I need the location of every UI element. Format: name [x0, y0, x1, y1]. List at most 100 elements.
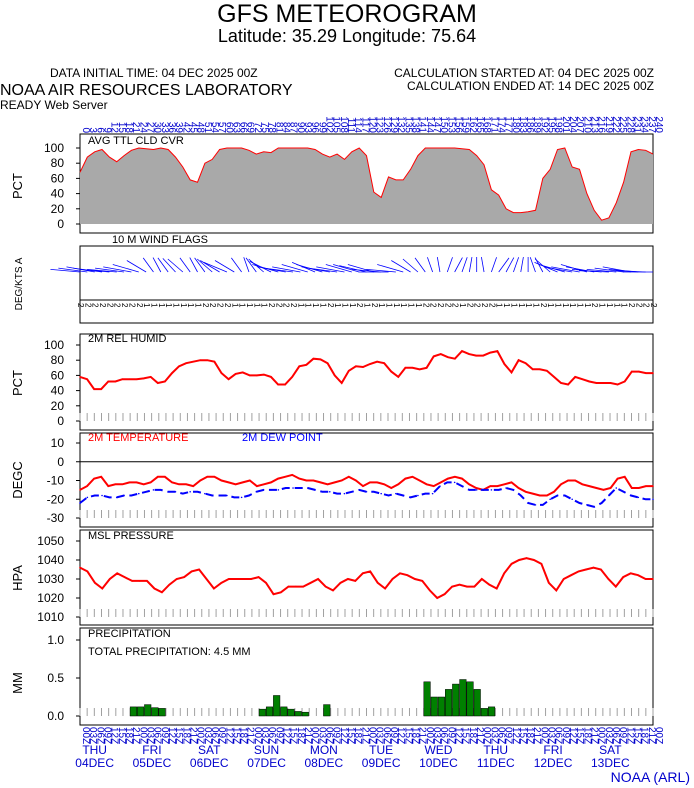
wind-flag	[50, 268, 81, 273]
data-point	[468, 353, 470, 355]
forecast-hour-label: 39	[173, 122, 184, 134]
x-hour-label: 06Z	[324, 727, 335, 744]
cloud-ytick-40: 40	[51, 187, 65, 201]
data-point	[588, 485, 591, 487]
data-point	[425, 367, 428, 369]
forecast-hour-label: 186	[524, 116, 535, 133]
data-point	[205, 578, 208, 580]
wind-speed-label: 2	[105, 303, 114, 308]
data-point	[615, 487, 618, 489]
x-hour-label: 18Z	[295, 727, 306, 744]
x-hour-label: 12Z	[338, 727, 349, 744]
forecast-hour-label: 117	[359, 117, 370, 133]
data-point	[317, 578, 319, 580]
data-point	[128, 481, 131, 484]
data-point	[153, 587, 156, 590]
data-point	[376, 481, 378, 484]
data-point	[531, 368, 534, 371]
wind-speed-label: 1	[531, 303, 540, 308]
data-point	[495, 587, 498, 590]
wind-flag	[308, 267, 338, 273]
data-point	[531, 492, 534, 495]
x-hour-label: 15Z	[574, 727, 585, 744]
data-point	[114, 380, 117, 383]
precip-ytick-0: 0.0	[47, 709, 64, 723]
x-hour-label: 12Z	[166, 727, 177, 744]
temperature-points	[79, 474, 654, 497]
wind-speed-label: 1	[340, 303, 349, 308]
data-point	[164, 475, 166, 478]
x-hour-label: 21Z	[302, 727, 313, 744]
wind-speed-label: 2	[627, 303, 636, 308]
data-point	[94, 582, 96, 584]
wind-flag	[142, 257, 154, 273]
data-point	[369, 570, 372, 573]
wind-speed-label: 1	[363, 303, 372, 308]
x-hour-label: 00Z	[653, 727, 664, 744]
chart-subtitle: Latitude: 35.29 Longitude: 75.64	[217, 26, 477, 46]
pressure-ytick-1010: 1010	[37, 610, 64, 624]
data-point	[373, 490, 375, 493]
server-name: READY Web Server	[0, 98, 108, 112]
data-point	[131, 580, 133, 582]
x-hour-label: 12Z	[624, 727, 635, 744]
x-hour-label: 03Z	[202, 727, 213, 744]
x-hour-label: 18Z	[581, 727, 592, 744]
wind-flag	[402, 258, 419, 273]
precip-bar	[430, 696, 438, 717]
temp-legend-dewpoint: 2M DEW POINT	[242, 432, 323, 444]
precip-panel-title: PRECIPITATION	[88, 628, 171, 640]
data-point	[468, 483, 470, 486]
data-point	[157, 475, 159, 478]
data-point	[443, 593, 446, 595]
data-point	[397, 376, 400, 378]
data-point	[428, 589, 431, 592]
x-hour-label: 12Z	[109, 727, 120, 744]
wind-speed-label: 1	[407, 303, 416, 308]
data-point	[277, 477, 279, 480]
wind-speed-label: 2	[436, 303, 445, 308]
x-hour-label: 06Z	[381, 727, 392, 744]
x-hour-label: 18Z	[238, 727, 249, 744]
precip-bars	[129, 679, 496, 717]
x-hour-label: 09Z	[560, 727, 571, 744]
data-point	[447, 477, 449, 480]
wind-speed-label: 2	[634, 303, 643, 308]
data-point	[409, 496, 412, 499]
data-point	[298, 477, 301, 480]
data-point	[328, 490, 331, 493]
data-point	[533, 559, 535, 561]
x-hour-label: 06Z	[553, 727, 564, 744]
data-point	[213, 360, 216, 363]
x-hour-label: 21Z	[646, 727, 657, 744]
wind-speed-label: 2	[473, 303, 482, 308]
wind-flag	[325, 264, 352, 273]
day-label-8-date: 12DEC	[534, 756, 573, 770]
data-point	[376, 360, 378, 363]
precip-bar	[445, 689, 453, 717]
data-point	[319, 358, 322, 361]
forecast-hour-label: 114	[352, 117, 363, 133]
data-point	[431, 492, 434, 495]
data-point	[347, 578, 349, 580]
x-hour-label: 09Z	[273, 727, 284, 744]
x-hour-label: 21Z	[245, 727, 256, 744]
data-point	[115, 496, 118, 499]
data-point	[333, 481, 336, 484]
data-point	[280, 591, 282, 594]
data-point	[220, 582, 223, 584]
forecast-hour-label: 30	[152, 122, 163, 134]
wind-speed-label: 2	[421, 303, 430, 308]
forecast-hour-label: 123	[374, 116, 385, 133]
data-point	[362, 366, 364, 368]
x-hour-label: 21Z	[359, 727, 370, 744]
chart-title: GFS METEOROGRAM	[217, 0, 477, 28]
data-point	[496, 485, 499, 487]
data-point	[585, 568, 587, 571]
day-label-5-dow: TUE	[369, 743, 393, 757]
wind-speed-label: 1	[230, 303, 239, 308]
x-hour-label: 18Z	[467, 727, 478, 744]
data-point	[324, 585, 327, 588]
data-point	[534, 504, 537, 506]
